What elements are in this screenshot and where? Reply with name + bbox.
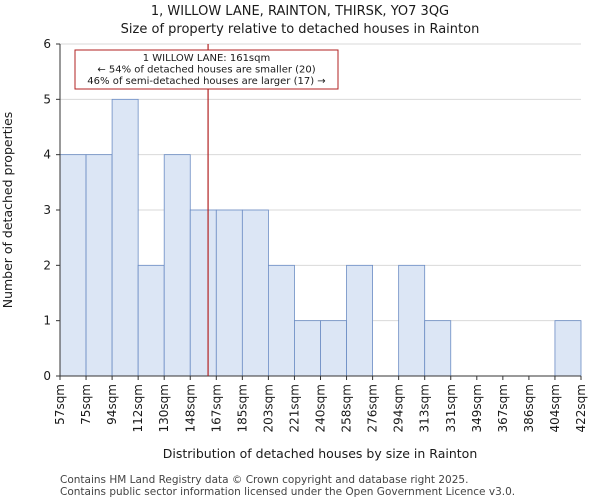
- x-tick-label: 386sqm: [522, 384, 536, 432]
- y-tick-label: 3: [43, 203, 51, 217]
- x-axis-label: Distribution of detached houses by size …: [163, 446, 478, 461]
- x-axis-ticks: 57sqm 75sqm 94sqm 112sqm 130sqm 148sqm 167sqm 1…: [53, 376, 588, 432]
- x-tick-label: 349sqm: [470, 384, 484, 432]
- footer-line-2: Contains public sector information licen…: [60, 486, 515, 498]
- histogram-bar: [424, 320, 452, 377]
- histogram-bar: [85, 154, 113, 377]
- x-tick-label: 276sqm: [366, 384, 380, 432]
- x-tick-label: 130sqm: [157, 384, 171, 432]
- annotation-box: [74, 49, 339, 90]
- x-tick-label: 203sqm: [261, 384, 275, 432]
- x-tick-label: 167sqm: [209, 384, 223, 432]
- y-axis-ticks: 0 1 2 3 4 5 6: [43, 37, 60, 383]
- bars: [59, 98, 582, 377]
- histogram-bar: [137, 264, 165, 377]
- histogram-bar: [398, 264, 426, 377]
- x-tick-label: 258sqm: [340, 384, 354, 432]
- histogram-bar: [267, 264, 295, 377]
- x-tick-label: 185sqm: [235, 384, 249, 432]
- y-tick-label: 4: [43, 148, 51, 162]
- x-tick-label: 57sqm: [53, 384, 67, 425]
- footer-line-1: Contains HM Land Registry data © Crown c…: [60, 474, 468, 486]
- x-tick-label: 75sqm: [79, 384, 93, 425]
- x-tick-label: 313sqm: [418, 384, 432, 432]
- x-tick-label: 148sqm: [183, 384, 197, 432]
- annotation-line-2: ← 54% of detached houses are smaller (20…: [97, 65, 315, 76]
- histogram-bar: [346, 264, 373, 377]
- histogram-bar: [554, 320, 582, 377]
- y-tick-label: 5: [43, 92, 51, 106]
- histogram-bar: [215, 209, 243, 377]
- histogram-bar: [320, 320, 347, 377]
- chart-subtitle: Size of property relative to detached ho…: [121, 22, 480, 37]
- annotation-line-3: 46% of semi-detached houses are larger (…: [87, 76, 325, 87]
- histogram-bar: [189, 209, 217, 377]
- x-tick-label: 422sqm: [574, 384, 588, 432]
- y-tick-label: 2: [43, 258, 51, 272]
- y-tick-label: 6: [43, 37, 51, 51]
- x-tick-label: 404sqm: [548, 384, 562, 432]
- histogram-bar: [241, 209, 269, 377]
- x-tick-label: 221sqm: [287, 384, 301, 432]
- x-tick-label: 94sqm: [105, 384, 119, 425]
- y-axis-label: Number of detached properties: [0, 112, 15, 309]
- x-tick-label: 331sqm: [444, 384, 458, 432]
- histogram-bar: [111, 98, 139, 377]
- x-tick-label: 240sqm: [314, 384, 328, 432]
- y-tick-label: 0: [43, 369, 51, 383]
- histogram-bar: [163, 154, 191, 377]
- histogram-bar: [59, 154, 87, 377]
- annotation-line-1: 1 WILLOW LANE: 161sqm: [143, 53, 270, 64]
- x-tick-label: 367sqm: [496, 384, 510, 432]
- x-tick-label: 294sqm: [392, 384, 406, 432]
- x-tick-label: 112sqm: [131, 384, 145, 432]
- y-tick-label: 1: [43, 314, 51, 328]
- histogram-bar: [294, 320, 321, 377]
- chart-title: 1, WILLOW LANE, RAINTON, THIRSK, YO7 3QG: [151, 4, 449, 19]
